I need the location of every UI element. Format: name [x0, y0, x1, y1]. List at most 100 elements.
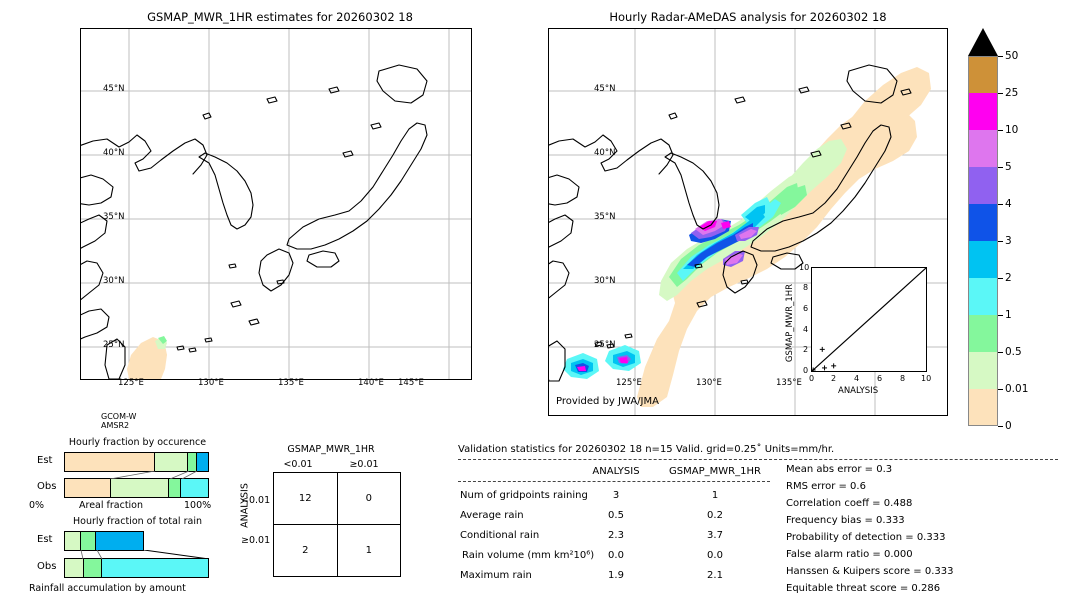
- colorbar-tick-label-50: 50: [1005, 50, 1019, 62]
- left-map-lon-145: 145°E: [398, 378, 424, 388]
- colorbar-over-arrow: [968, 28, 998, 56]
- precip-south-cells: [563, 345, 641, 379]
- validation-header: Validation statistics for 20260302 18 n=…: [458, 444, 835, 455]
- occurrence-est-segment-0: [65, 453, 156, 471]
- coastline-paths: [81, 64, 428, 379]
- contingency-table[interactable]: 12 0 2 1: [273, 472, 402, 577]
- total-rain-est-bar[interactable]: [64, 531, 144, 551]
- occurrence-axis-right: 100%: [184, 500, 212, 511]
- colorbar-band-4: [968, 204, 998, 241]
- colorbar-tick-label-2: 2: [1005, 272, 1012, 284]
- left-map-lat-45: 45°N: [103, 84, 125, 94]
- scatter-ytick-10: 10: [799, 263, 810, 272]
- contingency-cell-correct-negative[interactable]: 12: [273, 472, 338, 525]
- validation-row-1-analysis: 0.5: [608, 510, 624, 521]
- total-rain-obs-bar[interactable]: [64, 558, 209, 578]
- colorbar-tick-label-25: 25: [1005, 87, 1019, 99]
- precip-swath: [127, 336, 167, 379]
- total-rain-est-segment-0: [65, 532, 82, 550]
- occurrence-axis-left: 0%: [29, 500, 45, 511]
- score-correlation-coeff: Correlation coeff = 0.488: [786, 498, 913, 509]
- colorbar-tick-mark-5: [998, 241, 1003, 242]
- contingency-row-header-lt: <0.01: [241, 495, 271, 506]
- score-hanssen-kuipers: Hanssen & Kuipers score = 0.333: [786, 566, 954, 577]
- left-map-lat-40: 40°N: [103, 148, 125, 158]
- colorbar-tick-mark-3: [998, 167, 1003, 168]
- scatter-point-3: [831, 363, 837, 369]
- right-coastline-paths: [549, 64, 912, 382]
- occurrence-connector-lines: [109, 471, 198, 479]
- occurrence-est-label: Est: [37, 455, 53, 466]
- occurrence-chart-title: Hourly fraction by occurence: [68, 437, 207, 448]
- colorbar-outline: [968, 56, 998, 426]
- colorbar-tick-mark-1: [998, 93, 1003, 94]
- total-rain-chart-title: Hourly fraction of total rain: [73, 516, 202, 527]
- satellite-name-line2: AMSR2: [101, 421, 130, 430]
- data-provider-label: Provided by JWA/JMA: [556, 396, 659, 407]
- colorbar-band-3: [968, 167, 998, 204]
- scatter-x-axis-title: ANALYSIS: [838, 386, 879, 396]
- colorbar-band-7: [968, 315, 998, 352]
- validation-row-3-estimate: 0.0: [707, 550, 723, 561]
- occurrence-obs-segment-0: [65, 479, 111, 497]
- right-map-lat-40: 40°N: [594, 148, 616, 158]
- scatter-point-2: [822, 365, 828, 371]
- left-map-lon-125: 125°E: [118, 378, 144, 388]
- colorbar-tick-label-0: 0: [1005, 420, 1012, 432]
- scatter-xtick-4: 4: [854, 374, 860, 383]
- scatter-ytick-4: 4: [803, 325, 809, 334]
- scatter-ytick-2: 2: [803, 345, 809, 354]
- occurrence-obs-label: Obs: [37, 481, 57, 492]
- occurrence-est-segment-3: [196, 453, 208, 471]
- contingency-col-header-ge: ≥0.01: [349, 459, 379, 470]
- scatter-plot-inset[interactable]: [810, 267, 927, 373]
- occurrence-obs-bar[interactable]: [64, 478, 209, 498]
- precipitation-field: [637, 67, 931, 407]
- precipitation-colorbar[interactable]: 50 25 10 5 4 3 2 1 0.5 0.01 0: [968, 28, 1068, 432]
- total-rain-caption: Rainfall accumulation by amount: [29, 583, 186, 594]
- scatter-xtick-2: 2: [831, 374, 837, 383]
- validation-row-2-analysis: 2.3: [608, 530, 624, 541]
- validation-row-2-estimate: 3.7: [707, 530, 723, 541]
- occurrence-est-bar[interactable]: [64, 452, 209, 472]
- colorbar-band-8: [968, 352, 998, 389]
- left-map-lon-130: 130°E: [198, 378, 224, 388]
- scatter-xtick-8: 8: [900, 374, 906, 383]
- total-rain-connector-lines: [80, 550, 210, 559]
- left-map-lat-25: 25°N: [103, 340, 125, 350]
- contingency-cell-hit[interactable]: 1: [336, 524, 402, 577]
- colorbar-tick-label-3: 3: [1005, 235, 1012, 247]
- colorbar-tick-label-0.01: 0.01: [1005, 383, 1029, 395]
- right-map-lat-30: 30°N: [594, 276, 616, 286]
- right-map-lon-125: 125°E: [616, 378, 642, 388]
- contingency-cell-false-alarm[interactable]: 0: [336, 472, 402, 525]
- colorbar-tick-mark-10: [998, 426, 1003, 427]
- validation-col-analysis: ANALYSIS: [592, 466, 640, 477]
- gsmap-estimate-map[interactable]: [80, 28, 472, 380]
- left-map-lat-35: 35°N: [103, 212, 125, 222]
- occurrence-est-segment-2: [187, 453, 197, 471]
- occurrence-obs-segment-3: [180, 479, 208, 497]
- right-map-lon-135: 135°E: [776, 378, 802, 388]
- contingency-col-header-lt: <0.01: [283, 459, 313, 470]
- right-map-graphic: [549, 29, 947, 415]
- occurrence-obs-segment-2: [169, 479, 181, 497]
- colorbar-tick-label-0.5: 0.5: [1005, 346, 1022, 358]
- validation-row-0-estimate: 1: [711, 490, 719, 501]
- left-panel-title: GSMAP_MWR_1HR estimates for 20260302 18: [147, 10, 413, 24]
- occurrence-est-segment-1: [155, 453, 188, 471]
- left-map-lon-135: 135°E: [278, 378, 304, 388]
- contingency-row-header-ge: ≥0.01: [241, 535, 271, 546]
- occurrence-axis-center: Areal fraction: [79, 500, 144, 511]
- total-rain-est-segment-2: [96, 532, 143, 550]
- validation-row-0-analysis: 3: [612, 490, 620, 501]
- total-rain-obs-label: Obs: [37, 561, 57, 572]
- total-rain-est-segment-1: [81, 532, 97, 550]
- colorbar-band-6: [968, 278, 998, 315]
- score-equitable-threat: Equitable threat score = 0.286: [786, 583, 941, 594]
- validation-row-3-analysis: 0.0: [608, 550, 624, 561]
- colorbar-tick-label-10: 10: [1005, 124, 1019, 136]
- contingency-cell-miss[interactable]: 2: [273, 524, 338, 577]
- one-to-one-line: [811, 267, 927, 372]
- colorbar-tick-mark-9: [998, 389, 1003, 390]
